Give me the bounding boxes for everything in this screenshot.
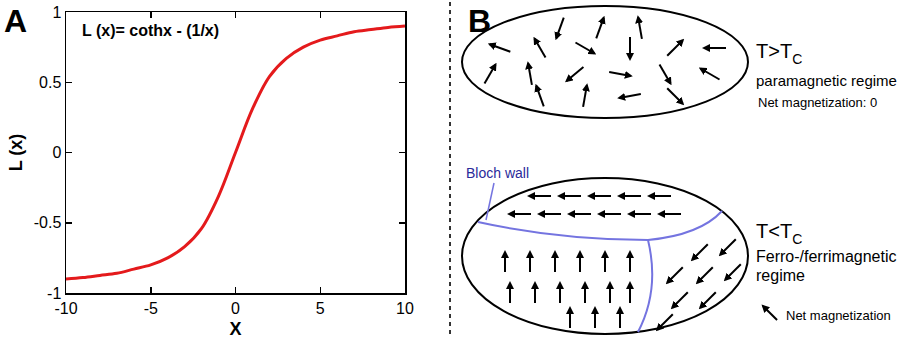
svg-text:X: X <box>229 319 241 339</box>
svg-text:0: 0 <box>231 300 240 317</box>
svg-text:0: 0 <box>52 144 61 161</box>
svg-text:-1: -1 <box>47 285 61 302</box>
svg-text:paramagnetic regime: paramagnetic regime <box>756 72 897 89</box>
svg-text:10: 10 <box>396 300 414 317</box>
svg-text:0.5: 0.5 <box>39 74 61 91</box>
svg-text:T>TC: T>TC <box>756 40 802 67</box>
svg-text:B: B <box>468 3 491 39</box>
svg-text:Ferro-/ferrimagnetic: Ferro-/ferrimagnetic <box>756 248 896 265</box>
svg-text:Bloch wall: Bloch wall <box>466 165 529 181</box>
svg-text:L (x)= cothx - (1/x): L (x)= cothx - (1/x) <box>82 22 219 39</box>
svg-text:T<TC: T<TC <box>756 220 802 247</box>
svg-text:L (x): L (x) <box>6 134 26 172</box>
svg-text:5: 5 <box>316 300 325 317</box>
svg-text:A: A <box>4 3 27 39</box>
svg-text:Net magnetization: 0: Net magnetization: 0 <box>758 95 877 110</box>
svg-text:regime: regime <box>756 267 805 284</box>
svg-text:1: 1 <box>52 4 61 21</box>
svg-text:Net magnetization: Net magnetization <box>786 308 891 323</box>
svg-text:-0.5: -0.5 <box>34 214 62 231</box>
svg-text:-5: -5 <box>144 300 158 317</box>
svg-text:-10: -10 <box>54 300 77 317</box>
